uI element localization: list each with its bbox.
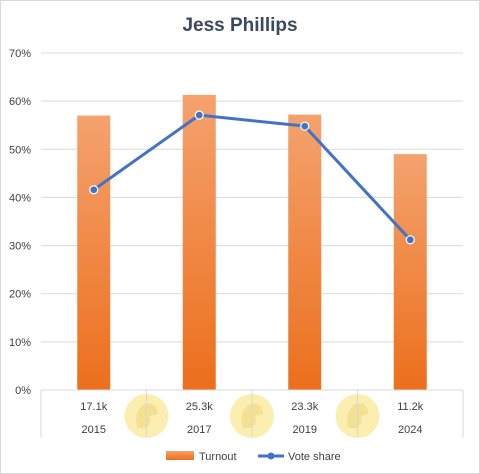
vote-share-point xyxy=(300,121,310,131)
vote-share-line xyxy=(89,110,415,245)
y-tick-label: 60% xyxy=(9,96,31,108)
legend-label: Vote share xyxy=(288,451,341,463)
y-tick-label: 30% xyxy=(9,241,31,253)
vote-share-point xyxy=(405,235,415,245)
y-tick-label: 20% xyxy=(9,289,31,301)
y-tick-label: 40% xyxy=(9,192,31,204)
x-category-label: 2019 xyxy=(293,424,317,436)
legend-swatch-marker xyxy=(267,452,275,460)
turnout-bar xyxy=(393,154,427,390)
y-tick-label: 70% xyxy=(9,48,31,60)
legend-label: Turnout xyxy=(199,451,237,463)
turnout-count-label: 17.1k xyxy=(80,401,107,413)
x-category-label: 2015 xyxy=(82,424,106,436)
legend: Turnout Vote share xyxy=(166,451,341,463)
y-tick-label: 10% xyxy=(9,337,31,349)
turnout-count-label: 25.3k xyxy=(186,401,213,413)
vote-share-series-line xyxy=(92,113,412,241)
y-tick-label: 0% xyxy=(15,385,31,397)
x-category-label: 2017 xyxy=(187,424,211,436)
vote-share-point xyxy=(194,110,204,120)
legend-item-turnout: Turnout xyxy=(166,451,237,463)
turnout-count-label: 11.2k xyxy=(397,401,424,413)
grid-lines xyxy=(41,52,463,391)
legend-swatch-bar xyxy=(166,451,194,460)
x-category-label: 2024 xyxy=(398,424,422,436)
y-axis-ticks: 0% 10% 20% 30% 40% 50% 60% 70% xyxy=(9,48,31,397)
turnout-bar xyxy=(77,115,111,390)
turnout-count-label: 23.3k xyxy=(291,401,318,413)
turnout-bars xyxy=(77,94,427,391)
legend-item-vote-share: Vote share xyxy=(258,451,341,463)
chart-title: Jess Phillips xyxy=(182,15,297,36)
turnout-bar xyxy=(182,94,216,391)
turnout-bar xyxy=(288,114,322,390)
y-tick-label: 50% xyxy=(9,144,31,156)
data-table: 17.1k 2015 25.3k 2017 23.3k 2019 11.2k 2024 xyxy=(40,389,464,437)
vote-share-point xyxy=(89,185,99,195)
